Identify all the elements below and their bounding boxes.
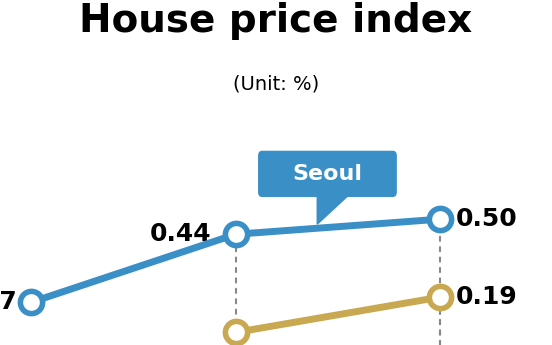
Text: 0.17: 0.17 bbox=[0, 290, 17, 314]
Text: 0.50: 0.50 bbox=[456, 207, 518, 231]
FancyBboxPatch shape bbox=[258, 151, 397, 197]
Text: 0.44: 0.44 bbox=[150, 222, 211, 246]
Text: House price index: House price index bbox=[79, 2, 473, 40]
Text: Seoul: Seoul bbox=[293, 164, 363, 184]
Text: (Unit: %): (Unit: %) bbox=[233, 74, 319, 93]
Polygon shape bbox=[317, 192, 352, 224]
Text: 0.19: 0.19 bbox=[456, 285, 518, 309]
